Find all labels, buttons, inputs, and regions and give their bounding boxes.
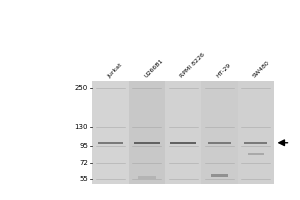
Bar [134, 142, 160, 144]
Text: U266B1: U266B1 [143, 58, 164, 79]
Bar [238, 81, 274, 184]
Text: 72: 72 [79, 160, 88, 166]
Bar [170, 142, 196, 144]
Bar [98, 142, 123, 144]
Text: SW480: SW480 [252, 60, 271, 79]
Text: 95: 95 [79, 143, 88, 149]
Text: 250: 250 [75, 85, 88, 91]
Text: 55: 55 [79, 176, 88, 182]
Bar [211, 174, 228, 177]
Bar [201, 81, 238, 184]
Text: HT-29: HT-29 [216, 62, 232, 79]
Bar [92, 81, 274, 184]
Bar [129, 81, 165, 184]
Text: RPMI 8226: RPMI 8226 [180, 52, 206, 79]
Text: Jurkat: Jurkat [107, 62, 124, 79]
Bar [208, 142, 231, 144]
Bar [244, 142, 268, 144]
Bar [165, 81, 201, 184]
Bar [248, 153, 264, 155]
Bar [92, 81, 129, 184]
Text: 130: 130 [75, 124, 88, 130]
Bar [138, 176, 156, 179]
